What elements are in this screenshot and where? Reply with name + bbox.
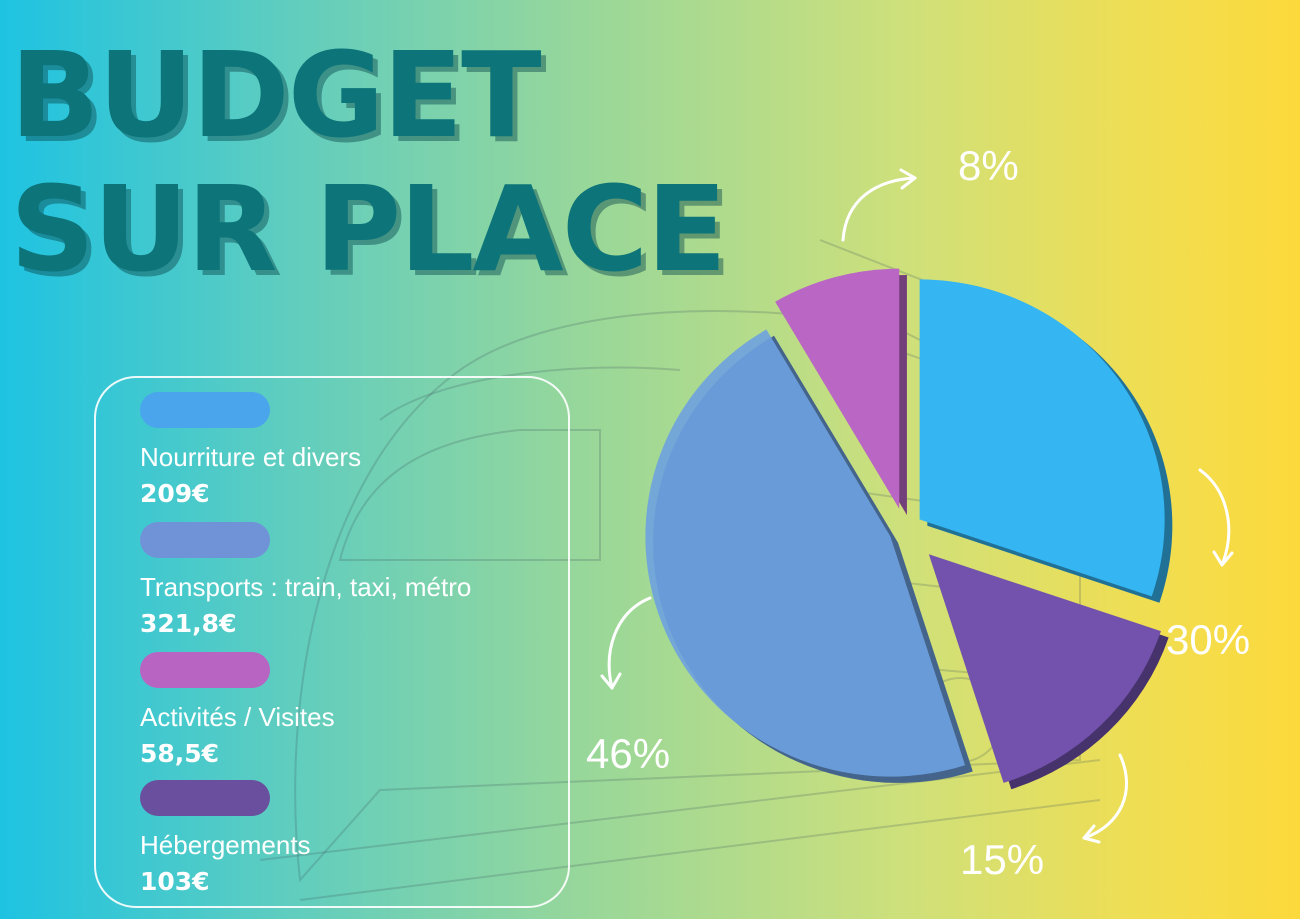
- legend-label: Activités / Visites: [140, 702, 335, 732]
- pie-slice-transports: [645, 329, 973, 783]
- curved-arrow-icon: [1198, 468, 1234, 567]
- pie-slice-nourriture-top: [919, 279, 1165, 597]
- curved-arrow-icon: [1082, 753, 1129, 844]
- legend-item-hebergements: Hébergements 103€: [140, 780, 560, 896]
- legend-swatch: [140, 392, 270, 428]
- legend-label: Transports : train, taxi, métro: [140, 572, 472, 602]
- percent-label-activites: 8%: [958, 142, 1019, 189]
- curved-arrow-icon: [841, 168, 917, 242]
- legend-value: 58,5€: [140, 739, 220, 768]
- legend-value: 103€: [140, 867, 210, 896]
- legend-item-nourriture: Nourriture et divers 209€: [140, 392, 560, 508]
- percent-label-nourriture: 30%: [1166, 616, 1251, 663]
- legend: Nourriture et divers 209€ Transports : t…: [94, 376, 570, 908]
- percent-label-transports: 46%: [586, 730, 671, 777]
- pie-slice-transports-top: [645, 329, 966, 777]
- legend-label: Hébergements: [140, 830, 311, 860]
- pie-slice-activites-top: [775, 268, 900, 509]
- legend-swatch: [140, 522, 270, 558]
- legend-swatch: [140, 780, 270, 816]
- pie-slice-hebergements: [928, 554, 1169, 790]
- page-title-line1: BUDGET: [10, 26, 542, 164]
- curved-arrow-icon: [600, 596, 652, 690]
- page-title-line2: SUR PLACE: [10, 160, 727, 298]
- legend-swatch: [140, 652, 270, 688]
- legend-value: 321,8€: [140, 609, 237, 638]
- legend-label: Nourriture et divers: [140, 442, 362, 472]
- legend-value: 209€: [140, 479, 210, 508]
- pie-slice-hebergements-top: [928, 554, 1161, 783]
- pie-slice-activites: [775, 268, 907, 516]
- pie-slice-nourriture: [919, 279, 1173, 603]
- legend-item-transports: Transports : train, taxi, métro 321,8€: [140, 522, 560, 638]
- percent-label-hebergements: 15%: [960, 836, 1045, 883]
- legend-item-activites: Activités / Visites 58,5€: [140, 652, 560, 768]
